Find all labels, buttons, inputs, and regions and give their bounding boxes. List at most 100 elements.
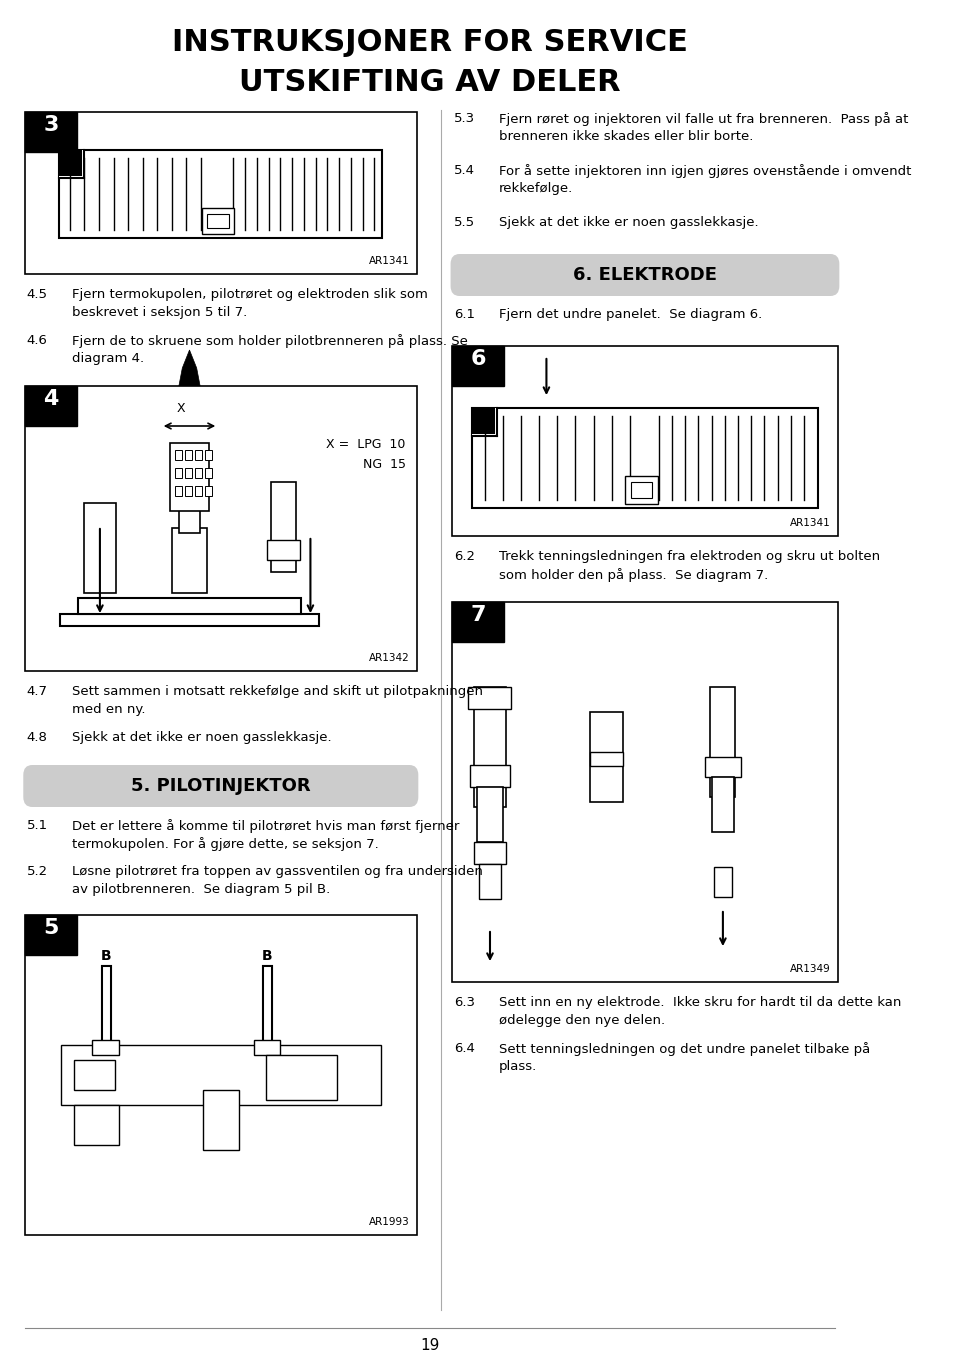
Text: 5.4: 5.4 [454,164,475,178]
Text: Sjekk at det ikke er noen gasslekkasje.: Sjekk at det ikke er noen gasslekkasje. [72,731,331,744]
Bar [712,777,733,832]
Bar [477,787,502,841]
Text: 5: 5 [43,918,59,938]
Polygon shape [149,418,229,443]
Circle shape [73,243,82,253]
Text: 3: 3 [43,115,59,135]
Bar [185,486,192,496]
Bar [472,408,497,436]
Bar [60,1045,381,1105]
Text: AR1341: AR1341 [369,255,409,266]
Circle shape [161,574,218,638]
Circle shape [637,514,646,523]
Text: AR1341: AR1341 [790,518,830,529]
Bar [470,765,510,787]
Text: Trekk tenningsledningen fra elektroden og skru ut bolten: Trekk tenningsledningen fra elektroden o… [499,550,880,563]
Bar [271,482,296,572]
Circle shape [705,826,741,867]
Circle shape [383,190,391,198]
Circle shape [820,454,827,462]
Circle shape [214,243,223,253]
Bar [204,469,212,478]
Bar [452,602,837,982]
Text: Fjern det undre panelet.  Se diagram 6.: Fjern det undre panelet. Se diagram 6. [499,307,762,321]
Bar [60,613,320,626]
Polygon shape [545,657,667,712]
Text: 5. PILOTINJEKTOR: 5. PILOTINJEKTOR [131,777,310,795]
Circle shape [285,1097,318,1132]
Bar [25,387,417,671]
Bar [474,841,506,865]
Text: Sett inn en ny elektrode.  Ikke skru for hardt til da dette kan: Sett inn en ny elektrode. Ikke skru for … [499,996,901,1009]
Text: 4: 4 [43,389,59,408]
Text: 6.1: 6.1 [454,307,475,321]
Bar [172,529,207,593]
Bar [253,1040,280,1055]
Circle shape [75,578,125,634]
Bar [25,112,77,152]
Text: brenneren ikke skades eller blir borte.: brenneren ikke skades eller blir borte. [499,130,754,143]
Bar [631,482,652,499]
Text: 5.2: 5.2 [27,865,48,878]
Polygon shape [129,413,149,433]
Bar [472,408,818,508]
Bar [452,602,504,642]
Text: med en ny.: med en ny. [72,703,145,716]
Text: AR1993: AR1993 [369,1217,409,1227]
Text: Fjern røret og injektoren vil falle ut fra brenneren.  Pass på at: Fjern røret og injektoren vil falle ut f… [499,112,908,126]
Bar [74,1105,119,1145]
Text: 4.8: 4.8 [27,731,48,744]
Bar [268,540,300,560]
Bar [472,408,495,434]
Bar [78,598,301,613]
Circle shape [94,485,106,497]
Text: B: B [101,949,111,963]
Bar [474,687,506,807]
Text: Fjern termokupolen, pilotrøret og elektroden slik som: Fjern termokupolen, pilotrøret og elektr… [72,288,427,301]
Bar [207,214,228,228]
Bar [468,687,512,709]
Text: som holder den på plass.  Se diagram 7.: som holder den på plass. Se diagram 7. [499,568,768,582]
Text: Fjern de to skruene som holder pilotbrenneren på plass. Se: Fjern de to skruene som holder pilotbren… [72,335,468,348]
Text: NG  15: NG 15 [363,458,406,471]
Bar [175,449,182,460]
Text: 6.2: 6.2 [454,550,475,563]
Circle shape [182,460,197,475]
Text: 6.3: 6.3 [454,996,475,1009]
Bar [590,753,623,766]
Text: AR1342: AR1342 [369,653,409,663]
Bar [195,449,202,460]
Text: Sett sammen i motsatt rekkefølge and skift ut pilotpakningen: Sett sammen i motsatt rekkefølge and ski… [72,684,483,698]
Text: 4.5: 4.5 [27,288,48,301]
Circle shape [50,190,58,198]
Bar [175,486,182,496]
Bar [203,1090,239,1150]
Bar [705,757,741,777]
Text: 5.1: 5.1 [27,820,48,832]
Bar [204,449,212,460]
Bar [25,112,417,275]
Bar [590,712,623,802]
Text: For å sette injektoren inn igjen gjøres ovенstående i omvendt: For å sette injektoren inn igjen gjøres … [499,164,911,178]
Bar [479,865,501,899]
Bar [84,503,116,593]
Text: 19: 19 [420,1339,440,1352]
Bar [266,1055,337,1100]
Text: 5.3: 5.3 [454,112,475,126]
Text: diagram 4.: diagram 4. [72,352,144,365]
Bar [185,469,192,478]
Bar [60,150,382,238]
Text: Det er lettere å komme til pilotrøret hvis man først fjerner: Det er lettere å komme til pilotrøret hv… [72,820,459,833]
Bar [195,469,202,478]
Bar [452,346,837,535]
Bar [714,867,732,897]
Text: Sett tenningsledningen og det undre panelet tilbake på: Sett tenningsledningen og det undre pane… [499,1042,870,1056]
Circle shape [262,582,305,630]
Text: X =  LPG  10: X = LPG 10 [326,438,406,451]
Bar [170,443,209,511]
Text: beskrevet i seksjon 5 til 7.: beskrevet i seksjon 5 til 7. [72,306,247,320]
Bar [202,208,234,234]
Text: X: X [177,402,185,415]
Text: 4.6: 4.6 [27,335,48,347]
Bar [195,486,202,496]
